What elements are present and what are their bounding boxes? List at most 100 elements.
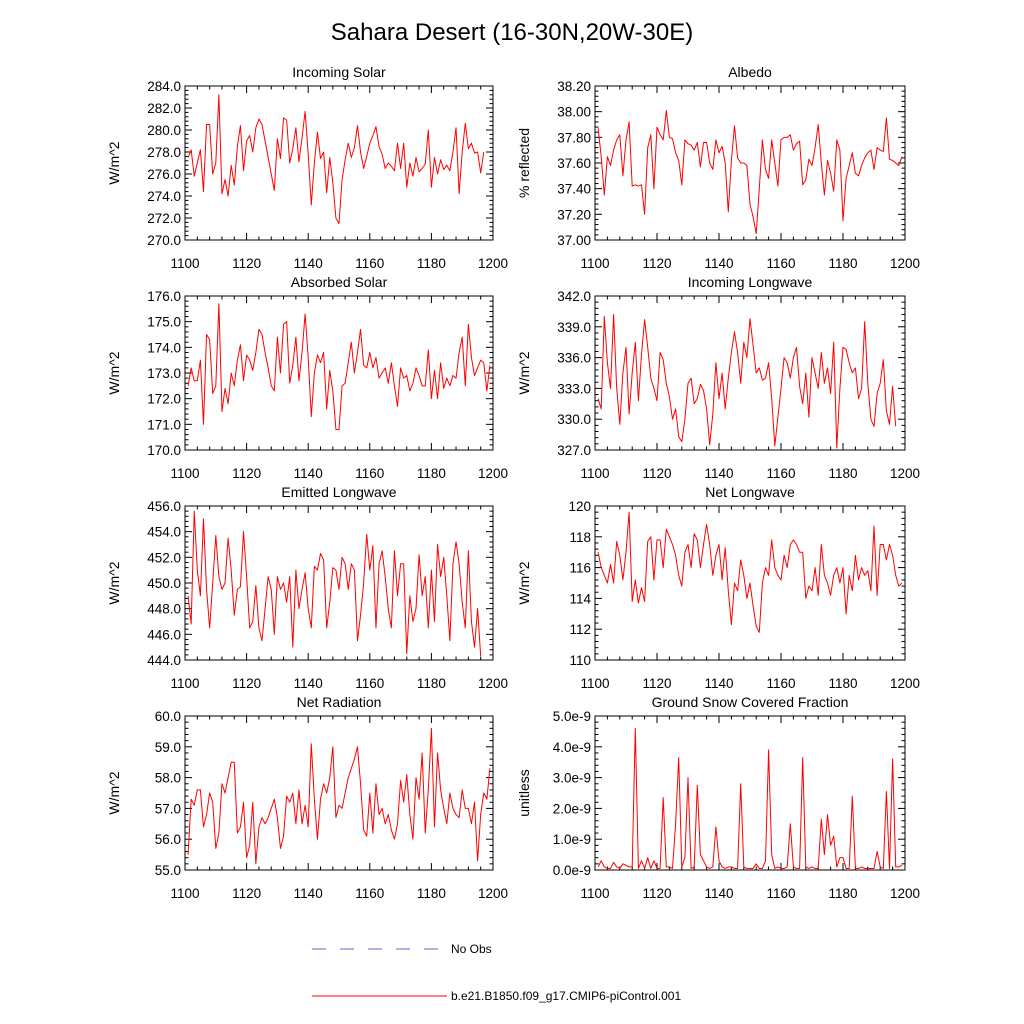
y-tick-label: 284.0 <box>147 79 181 94</box>
y-tick-label: 452.0 <box>147 550 181 565</box>
x-tick-label: 1100 <box>170 466 199 481</box>
y-tick-label: 112 <box>569 622 591 637</box>
x-tick-label: 1120 <box>232 466 261 481</box>
x-tick-label: 1140 <box>294 256 323 271</box>
x-tick-label: 1160 <box>355 676 384 691</box>
y-tick-label: 333.0 <box>557 381 591 396</box>
y-axis-label: unitless <box>516 769 532 816</box>
x-tick-label: 1100 <box>170 256 199 271</box>
x-tick-label: 1100 <box>580 256 609 271</box>
x-tick-label: 1160 <box>355 256 384 271</box>
x-tick-label: 1160 <box>355 886 384 901</box>
chart-emitted-longwave: Emitted Longwave W/m^2 1100 1120 1140 1160 118… <box>106 484 508 691</box>
x-tick-label: 1180 <box>417 676 446 691</box>
plot-frame <box>594 505 906 661</box>
plot-frame <box>594 85 906 241</box>
x-tick-label: 1160 <box>355 466 384 481</box>
y-tick-label: 342.0 <box>557 289 591 304</box>
x-tick-label: 1200 <box>890 676 920 691</box>
y-tick-label: 120 <box>568 499 591 514</box>
y-tick-label: 173.0 <box>147 366 181 381</box>
y-tick-label: 4.0e-9 <box>553 740 591 755</box>
y-tick-label: 5.0e-9 <box>553 709 591 724</box>
chart-absorbed-solar: Absorbed Solar W/m^2 1100 1120 1140 1160 1180 1… <box>106 274 508 481</box>
x-tick-label: 1200 <box>478 256 508 271</box>
x-tick-label: 1100 <box>580 886 609 901</box>
y-tick-label: 330.0 <box>557 412 591 427</box>
y-tick-label: 450.0 <box>147 576 181 591</box>
chart-title: Net Longwave <box>705 484 795 500</box>
chart-title: Incoming Solar <box>292 64 386 80</box>
y-tick-label: 170.0 <box>147 443 181 458</box>
y-tick-label: 171.0 <box>147 417 181 432</box>
y-axis-label: W/m^2 <box>516 351 532 394</box>
chart-title: Ground Snow Covered Fraction <box>652 694 849 710</box>
y-tick-label: 58.0 <box>155 771 181 786</box>
plot-frame <box>184 505 494 661</box>
y-tick-label: 37.40 <box>557 182 591 197</box>
y-tick-label: 114 <box>569 591 591 606</box>
x-tick-label: 1180 <box>828 886 857 901</box>
figure-title: Sahara Desert (16-30N,20W-30E) <box>331 19 693 46</box>
y-tick-label: 272.0 <box>147 211 181 226</box>
chart-panels: Incoming Solar W/m^2 1100 1120 1140 1160 1180 1… <box>106 64 920 901</box>
chart-albedo: Albedo % reflected 1100 1120 1140 1160 1180 120… <box>516 64 920 271</box>
series-line <box>597 109 903 235</box>
x-tick-label: 1180 <box>417 886 446 901</box>
y-tick-label: 454.0 <box>147 525 181 540</box>
y-tick-label: 0.0e-9 <box>553 863 591 878</box>
y-tick-label: 444.0 <box>147 653 181 668</box>
y-tick-label: 37.80 <box>557 130 591 145</box>
y-tick-label: 38.20 <box>557 79 591 94</box>
legend-model-label: b.e21.B1850.f09_g17.CMIP6-piControl.001 <box>451 989 681 1003</box>
x-tick-label: 1180 <box>828 256 857 271</box>
y-tick-label: 2.0e-9 <box>553 801 591 816</box>
x-tick-label: 1180 <box>417 466 446 481</box>
chart-ground-snow-covered-fraction: Ground Snow Covered Fraction unitless 1100… <box>516 694 920 901</box>
x-tick-label: 1200 <box>890 466 920 481</box>
x-tick-label: 1100 <box>170 676 199 691</box>
y-axis-label: % reflected <box>516 128 532 198</box>
x-tick-label: 1120 <box>642 466 671 481</box>
x-tick-label: 1180 <box>828 466 857 481</box>
plot-frame <box>594 715 906 871</box>
y-tick-label: 172.0 <box>147 392 181 407</box>
plot-frame <box>184 715 494 871</box>
y-tick-label: 37.00 <box>557 233 591 248</box>
x-tick-label: 1200 <box>890 886 920 901</box>
y-tick-label: 38.00 <box>557 105 591 120</box>
x-tick-label: 1120 <box>232 676 261 691</box>
series-line <box>187 510 482 657</box>
y-tick-label: 336.0 <box>557 351 591 366</box>
chart-incoming-solar: Incoming Solar W/m^2 1100 1120 1140 1160 1180 1… <box>106 64 508 271</box>
y-tick-label: 174.0 <box>147 340 181 355</box>
y-tick-label: 327.0 <box>557 443 591 458</box>
chart-net-radiation: Net Radiation W/m^2 1100 1120 1140 1160 1180 12… <box>106 694 508 901</box>
series-line <box>597 313 897 449</box>
y-tick-label: 448.0 <box>147 602 181 617</box>
y-axis-label: W/m^2 <box>106 771 122 814</box>
chart-incoming-longwave: Incoming Longwave W/m^2 1100 1120 1140 1160 11… <box>516 274 920 481</box>
y-tick-label: 446.0 <box>147 627 181 642</box>
y-tick-label: 278.0 <box>147 145 181 160</box>
x-tick-label: 1140 <box>294 676 323 691</box>
chart-title: Absorbed Solar <box>291 274 388 290</box>
x-tick-label: 1120 <box>232 256 261 271</box>
chart-title: Net Radiation <box>297 694 382 710</box>
y-tick-label: 456.0 <box>147 499 181 514</box>
y-tick-label: 37.60 <box>557 156 591 171</box>
y-tick-label: 110 <box>569 653 591 668</box>
x-tick-label: 1200 <box>478 676 508 691</box>
x-tick-label: 1200 <box>890 256 920 271</box>
y-tick-label: 1.0e-9 <box>553 832 591 847</box>
plot-frame <box>184 85 494 241</box>
y-tick-label: 118 <box>569 530 591 545</box>
y-tick-label: 175.0 <box>147 315 181 330</box>
y-tick-label: 55.0 <box>155 863 181 878</box>
x-tick-label: 1160 <box>766 886 795 901</box>
x-tick-label: 1140 <box>704 886 733 901</box>
x-tick-label: 1140 <box>704 466 733 481</box>
series-line <box>187 303 491 430</box>
y-tick-label: 60.0 <box>155 709 181 724</box>
